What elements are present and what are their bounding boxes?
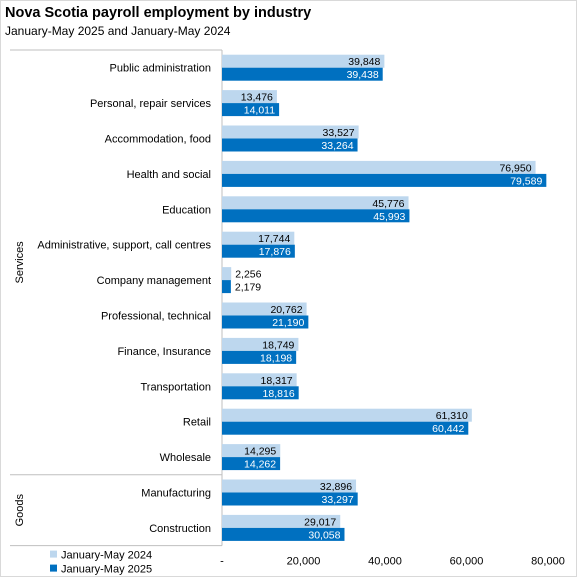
bar-2025: [222, 173, 547, 187]
data-label: 20,762: [270, 304, 302, 316]
category-label: Company management: [97, 275, 211, 287]
legend-label-2024: January-May 2024: [61, 550, 152, 562]
legend-swatch-2025: [50, 564, 57, 572]
category-label: Construction: [149, 523, 211, 535]
bar-2024: [222, 302, 307, 316]
data-label: 29,017: [304, 516, 336, 528]
bar-2025: [222, 386, 299, 400]
bar-2025: [222, 492, 358, 506]
category-label: Transportation: [140, 381, 211, 393]
bar-2025: [222, 527, 345, 541]
bar-2025: [222, 244, 295, 258]
data-label: 17,876: [259, 246, 291, 258]
data-label: 2,256: [235, 269, 261, 281]
category-label: Education: [162, 204, 211, 216]
data-label: 45,993: [373, 211, 405, 223]
data-label: 2,179: [235, 282, 261, 294]
x-tick-label: 20,000: [287, 556, 321, 568]
category-label: Professional, technical: [101, 311, 211, 323]
data-label: 18,816: [263, 388, 295, 400]
category-label: Manufacturing: [141, 488, 211, 500]
data-label: 17,744: [258, 233, 290, 245]
bar-2025: [222, 457, 281, 471]
group-label-services: Services: [14, 241, 26, 284]
data-label: 33,297: [322, 494, 354, 506]
bar-2025: [222, 315, 309, 329]
category-label: Finance, Insurance: [117, 346, 211, 358]
data-label: 39,848: [348, 56, 380, 68]
data-label: 33,264: [321, 140, 353, 152]
bar-2024: [222, 125, 359, 139]
data-label: 30,058: [308, 529, 340, 541]
data-label: 33,527: [322, 127, 354, 139]
bar-2024: [222, 514, 341, 528]
x-tick-label: -: [220, 556, 224, 568]
bar-2024: [222, 444, 281, 458]
category-label: Health and social: [127, 169, 211, 181]
category-label: Administrative, support, call centres: [37, 240, 211, 252]
x-tick-label: 80,000: [531, 556, 565, 568]
category-label: Accommodation, food: [105, 134, 211, 146]
bar-2025: [222, 67, 383, 81]
data-label: 60,442: [432, 423, 464, 435]
data-label: 13,476: [241, 92, 273, 104]
bar-2024: [222, 373, 297, 387]
data-label: 18,317: [261, 375, 293, 387]
bar-2024: [222, 231, 295, 245]
data-label: 18,749: [262, 339, 294, 351]
data-label: 61,310: [436, 410, 468, 422]
x-tick-label: 40,000: [368, 556, 402, 568]
data-label: 39,438: [347, 69, 379, 81]
data-label: 45,776: [372, 198, 404, 210]
group-label-goods: Goods: [14, 494, 26, 527]
chart-subtitle: January-May 2025 and January-May 2024: [5, 24, 231, 38]
legend-label-2025: January-May 2025: [61, 564, 152, 576]
chart-title: Nova Scotia payroll employment by indust…: [5, 5, 312, 21]
x-tick-label: 60,000: [450, 556, 484, 568]
data-label: 14,011: [244, 105, 275, 117]
data-label: 14,295: [244, 446, 276, 458]
category-label: Public administration: [110, 63, 212, 75]
data-label: 14,262: [244, 459, 276, 471]
bar-2024: [222, 54, 385, 68]
bar-2024: [222, 196, 409, 210]
data-label: 32,896: [320, 481, 352, 493]
bar-2025: [222, 209, 410, 223]
legend-swatch-2024: [50, 550, 57, 558]
bar-2024: [222, 267, 232, 281]
bar-2025: [222, 280, 231, 294]
category-label: Wholesale: [160, 452, 211, 464]
category-label: Personal, repair services: [90, 98, 212, 110]
data-label: 76,950: [499, 162, 531, 174]
bar-2025: [222, 350, 297, 364]
bar-2025: [222, 103, 280, 117]
bar-2025: [222, 421, 469, 435]
category-label: Retail: [183, 417, 211, 429]
bar-2024: [222, 479, 357, 493]
data-label: 18,198: [260, 352, 292, 364]
bar-2025: [222, 138, 358, 152]
bar-2024: [222, 408, 472, 422]
data-label: 79,589: [510, 175, 542, 187]
bar-2024: [222, 90, 277, 104]
bar-2024: [222, 160, 536, 174]
bar-2024: [222, 337, 299, 351]
data-label: 21,190: [272, 317, 304, 329]
